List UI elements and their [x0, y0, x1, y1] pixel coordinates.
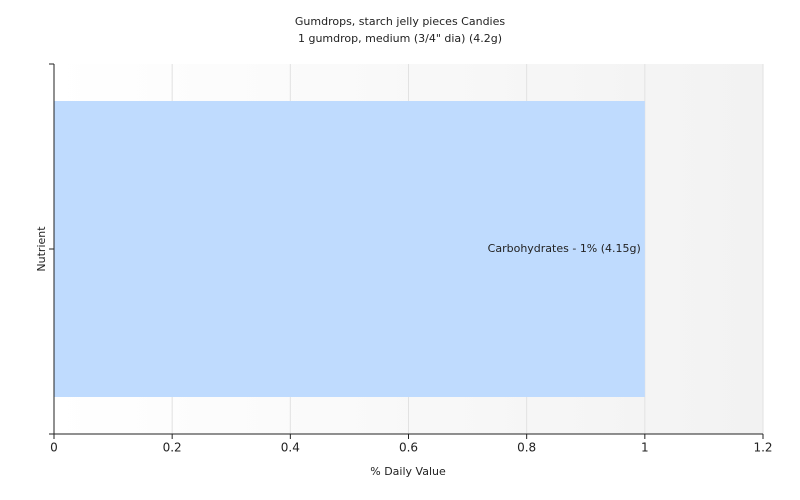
x-tick-label: 1.2: [753, 441, 772, 455]
chart-title: Gumdrops, starch jelly pieces Candies: [295, 15, 505, 28]
x-tick-label: 0.6: [399, 441, 418, 455]
x-axis-title: % Daily Value: [370, 465, 446, 478]
value-label: Carbohydrates - 1% (4.15g): [488, 242, 641, 255]
chart-subtitle: 1 gumdrop, medium (3/4" dia) (4.2g): [298, 32, 502, 45]
x-tick-label: 0: [50, 441, 58, 455]
x-tick-label: 0.2: [163, 441, 182, 455]
x-ticks: 0 0.2 0.4 0.6 0.8 1 1.2: [50, 434, 773, 455]
x-tick-label: 0.8: [517, 441, 536, 455]
x-tick-label: 1: [641, 441, 649, 455]
bar: [54, 101, 645, 397]
x-tick-label: 0.4: [281, 441, 300, 455]
y-axis-title: Nutrient: [35, 226, 48, 272]
bars: Carbohydrates - 1% (4.15g): [49, 101, 645, 397]
